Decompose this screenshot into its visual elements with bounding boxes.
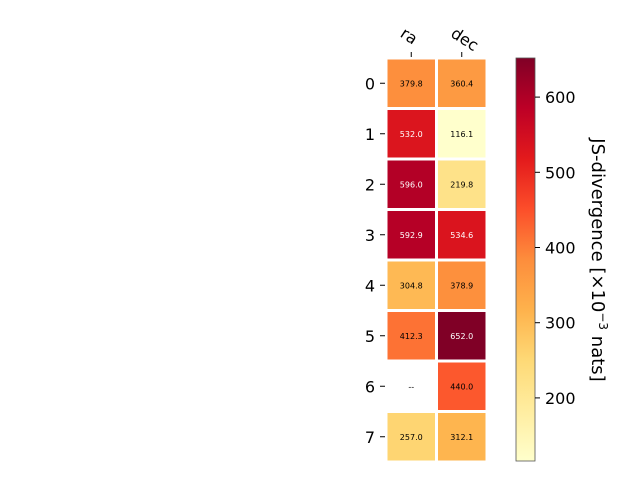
row-tick-label: 1 <box>365 125 375 144</box>
colorbar: 200 300 400 500 600 JS-divergence [×10−3 nat… <box>515 57 610 462</box>
colorbar-tick-label: 600 <box>545 88 576 107</box>
heatmap-cell-label: 360.4 <box>450 79 473 88</box>
heatmap-cell-label: 219.8 <box>450 180 473 189</box>
colorbar-tick-label: 400 <box>545 239 576 258</box>
colorbar-gradient <box>515 57 536 462</box>
heatmap-cell-label: 412.3 <box>400 332 423 341</box>
heatmap-cell <box>387 59 435 107</box>
heatmap-cell <box>438 413 486 461</box>
heatmap-cell <box>438 211 486 259</box>
heatmap-cell-label: 379.8 <box>400 79 423 88</box>
row-tick-label: 6 <box>365 377 375 396</box>
heatmap-cell-label: 596.0 <box>400 180 423 189</box>
row-tick-labels: 0 1 2 3 4 5 6 7 <box>365 74 385 447</box>
column-tick-labels: ra dec <box>397 23 482 57</box>
row-tick-label: 2 <box>365 175 375 194</box>
heatmap-cell-label: -- <box>408 382 414 391</box>
heatmap-cell <box>387 312 435 360</box>
heatmap-cell <box>438 59 486 107</box>
heatmap-cell <box>438 312 486 360</box>
heatmap-cell-label: 378.9 <box>450 281 473 290</box>
row-tick-label: 0 <box>365 74 375 93</box>
heatmap-cell-label: 440.0 <box>450 382 473 391</box>
heatmap-cell <box>387 160 435 208</box>
heatmap-cells: 379.8 360.4 532.0 116.1 596.0 219.8 592.9 534.6… <box>387 59 486 461</box>
column-tick-label: ra <box>397 23 421 48</box>
heatmap-cell <box>438 160 486 208</box>
heatmap-cell-label: 312.1 <box>450 433 473 442</box>
row-tick-label: 7 <box>365 428 375 447</box>
heatmap-cell-label: 304.8 <box>400 281 423 290</box>
heatmap-cell-label: 592.9 <box>400 231 423 240</box>
heatmap-cell <box>387 261 435 309</box>
heatmap-cell <box>438 110 486 158</box>
colorbar-tick-label: 200 <box>545 389 576 408</box>
heatmap-cell-label: 532.0 <box>400 130 423 139</box>
heatmap-cell-label: 534.6 <box>450 231 473 240</box>
heatmap-cell <box>387 110 435 158</box>
row-tick-label: 3 <box>365 226 375 245</box>
heatmap-cell-label: 116.1 <box>450 130 473 139</box>
column-tick-label: dec <box>448 23 482 55</box>
row-tick-label: 5 <box>365 327 375 346</box>
heatmap-cell-label: 257.0 <box>400 433 423 442</box>
heatmap-cell-label: 652.0 <box>450 332 473 341</box>
colorbar-tick-label: 500 <box>545 163 576 182</box>
heatmap-cell <box>387 211 435 259</box>
colorbar-tick-label: 300 <box>545 314 576 333</box>
colorbar-ticks: 200 300 400 500 600 <box>535 88 576 408</box>
heatmap-cell <box>387 413 435 461</box>
row-tick-label: 4 <box>365 276 375 295</box>
heatmap-cell <box>438 362 486 410</box>
colorbar-label: JS-divergence [×10−3 nats] <box>587 137 610 381</box>
heatmap-cell <box>438 261 486 309</box>
